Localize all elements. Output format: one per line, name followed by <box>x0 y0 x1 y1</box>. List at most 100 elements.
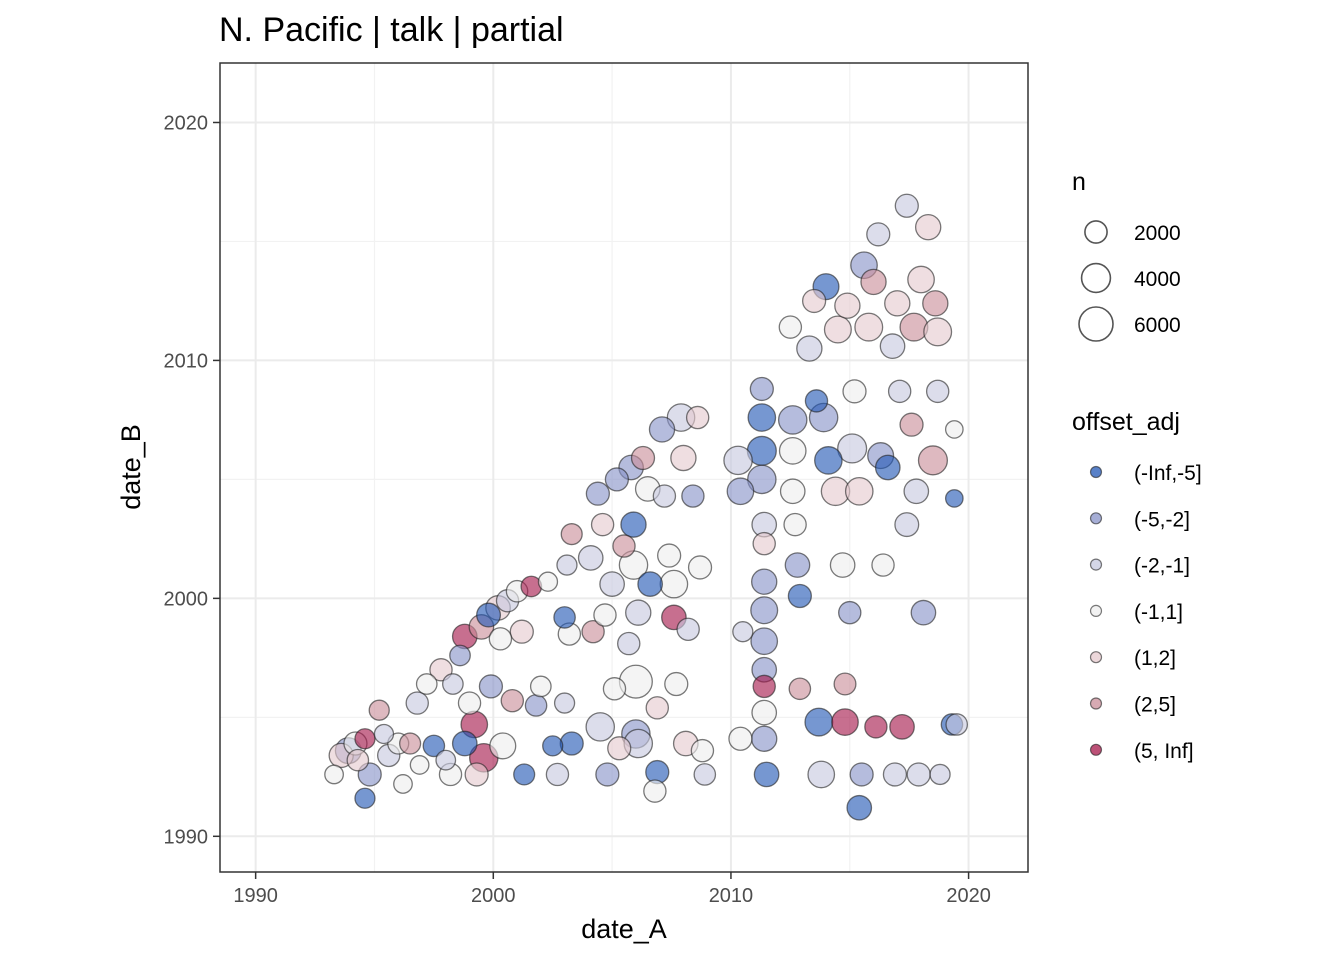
scatter-point <box>500 688 525 713</box>
scatter-point <box>585 712 616 742</box>
scatter-point <box>457 691 482 715</box>
color-legend-key <box>1089 512 1103 525</box>
y-axis-title: date_B <box>116 424 146 510</box>
scatter-points <box>324 193 969 821</box>
scatter-point <box>854 312 884 342</box>
scatter-point <box>778 436 807 465</box>
scatter-point <box>929 763 951 786</box>
scatter-point <box>373 723 395 745</box>
scatter-point <box>559 731 584 756</box>
size-legend-label: 6000 <box>1134 314 1181 337</box>
scatter-point <box>645 696 670 720</box>
scatter-point <box>823 315 852 344</box>
scatter-point <box>750 596 779 625</box>
scatter-point <box>801 288 827 314</box>
scatter-point <box>648 416 676 443</box>
scatter-point <box>464 762 489 787</box>
scatter-point <box>834 292 861 319</box>
scatter-point <box>889 713 915 740</box>
scatter-point <box>914 213 942 241</box>
color-legend-key <box>1089 651 1103 664</box>
chart-title: N. Pacific | talk | partial <box>219 11 564 49</box>
scatter-point <box>882 762 908 787</box>
scatter-point <box>368 699 390 721</box>
scatter-point <box>604 467 629 492</box>
scatter-point <box>354 728 376 750</box>
scatter-point <box>779 478 806 505</box>
scatter-point <box>676 617 700 642</box>
x-tick-label: 2010 <box>709 885 754 907</box>
plot-panel-border <box>219 62 1029 873</box>
y-tick-label: 1990 <box>164 826 209 848</box>
scatter-point <box>747 403 777 432</box>
size-legend-label: 4000 <box>1134 268 1181 291</box>
scatter-point <box>545 762 570 787</box>
scatter-point <box>585 481 610 506</box>
scatter-point <box>693 763 717 786</box>
scatter-point <box>796 335 823 362</box>
scatter-point <box>476 602 502 628</box>
scatter-point <box>750 725 778 752</box>
scatter-point <box>833 672 857 696</box>
scatter-point <box>752 674 776 699</box>
scatter-point <box>620 511 647 538</box>
scatter-point <box>415 673 438 695</box>
scatter-point <box>393 774 413 794</box>
scatter-point <box>509 619 534 644</box>
grid-minor <box>220 63 1028 872</box>
scatter-point <box>788 677 812 701</box>
scatter-point <box>837 433 868 464</box>
size-legend-title: n <box>1072 168 1086 196</box>
scatter-point <box>894 512 920 538</box>
color-legend-label: (-1,1] <box>1134 601 1183 624</box>
scatter-point <box>405 691 429 715</box>
color-legend-label: (-2,-1] <box>1134 555 1190 578</box>
x-tick-label: 2020 <box>946 885 991 907</box>
scatter-point <box>593 603 617 627</box>
color-legend-key <box>1089 604 1103 618</box>
scatter-point <box>783 512 807 537</box>
scatter-point <box>442 673 464 695</box>
scatter-point <box>537 571 559 592</box>
size-legend-label: 2000 <box>1134 222 1181 245</box>
scatter-point <box>556 554 578 576</box>
scatter-point <box>513 763 536 786</box>
scatter-point <box>910 599 937 626</box>
scatter-point <box>846 794 873 821</box>
scatter-point <box>524 694 548 717</box>
scatter-point <box>488 627 513 651</box>
scatter-point <box>860 268 887 296</box>
scatter-point <box>814 446 843 475</box>
scatter-point <box>577 545 604 571</box>
scatter-point <box>399 732 422 755</box>
scatter-point <box>829 552 856 578</box>
scatter-point <box>670 444 697 472</box>
scatter-point <box>553 692 576 714</box>
color-legend-label: (-Inf,-5] <box>1134 462 1202 485</box>
scatter-point <box>752 531 776 556</box>
color-legend-label: (5, Inf] <box>1134 740 1194 763</box>
scatter-point <box>687 555 713 580</box>
color-legend-key <box>1089 465 1103 479</box>
scatter-point <box>612 534 636 558</box>
scatter-point <box>607 736 632 761</box>
color-legend: (-Inf,-5] (-5,-2] (-2,-1] (-1,1] (1,2] (2,5] (… <box>1089 462 1202 763</box>
color-legend-key <box>1089 743 1103 756</box>
scatter-point <box>871 553 895 577</box>
scatter-point <box>435 749 457 771</box>
scatter-point <box>894 193 919 218</box>
size-legend-key <box>1080 262 1112 294</box>
scatter-point <box>866 222 891 247</box>
scatter-point <box>925 379 950 404</box>
scatter-point <box>542 735 564 757</box>
scatter-point <box>747 464 777 495</box>
scatter-point <box>784 552 811 578</box>
scatter-point <box>844 476 874 506</box>
color-legend-key <box>1089 697 1103 710</box>
scatter-point <box>657 543 682 568</box>
scatter-point <box>903 478 930 505</box>
scatter-point <box>749 376 774 402</box>
size-legend-key <box>1078 306 1114 342</box>
scatter-point <box>750 568 778 595</box>
scatter-point <box>659 569 689 599</box>
